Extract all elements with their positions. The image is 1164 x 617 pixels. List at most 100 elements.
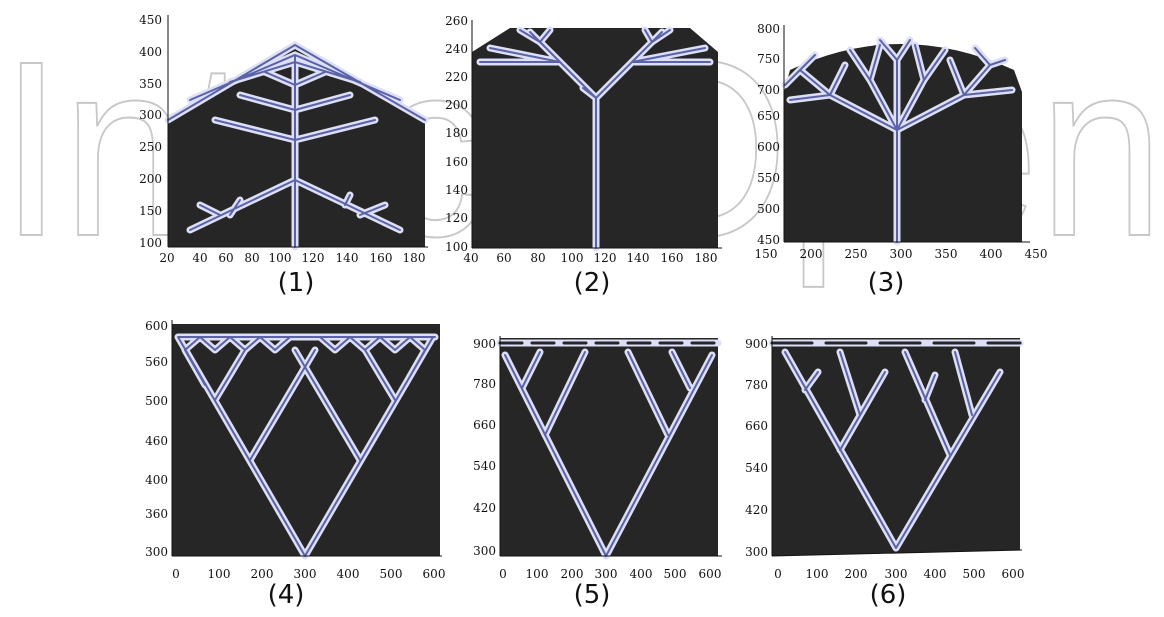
panel-1-ytick: 200: [139, 172, 162, 186]
panel-6-ytick: 660: [745, 419, 768, 433]
panel-1-ytick: 100: [139, 236, 162, 250]
panel-2-tree: [476, 26, 714, 252]
panel-5-ytick: 300: [473, 544, 496, 558]
panel-3-ytick: 500: [757, 202, 780, 216]
panel-4-ytick: 600: [145, 319, 168, 333]
panel-5-yticks: 300 420 540 660 780 900: [473, 337, 496, 558]
panel-3-caption: (3): [867, 268, 905, 298]
panel-2-caption: (2): [573, 268, 611, 298]
panel-5-caption: (5): [573, 580, 611, 610]
panel-4-xtick: 100: [208, 567, 231, 581]
panel-1-ytick: 300: [139, 108, 162, 122]
panel-3-ytick: 600: [757, 140, 780, 154]
panel-2-xtick: 80: [530, 251, 545, 265]
panel-3-xtick: 300: [890, 247, 913, 261]
panel-6-ytick: 420: [745, 503, 768, 517]
panel-5-tree: [496, 339, 722, 560]
panel-3-ytick: 700: [757, 83, 780, 97]
panel-1-xtick: 20: [159, 251, 174, 265]
panel-2-xtick: 160: [661, 251, 684, 265]
panel-1-xticks: 20 40 60 80 100 120 140 160 180: [159, 251, 425, 265]
panel-1-ytick: 350: [139, 77, 162, 91]
panel-5-ytick: 660: [473, 418, 496, 432]
panel-4-yticks: 300 360 400 460 500 560 600: [145, 319, 168, 559]
panel-6-ytick: 540: [745, 461, 768, 475]
panel-2-ytick: 160: [445, 155, 468, 169]
panel-2-yticks: 100 120 140 160 180 200 220 240 260: [445, 14, 468, 254]
panel-6-field: [772, 338, 1020, 556]
panel-1-caption: (1): [277, 268, 315, 298]
panel-6-yticks: 300 420 540 660 780 900: [745, 337, 768, 559]
panel-5-xtick: 100: [526, 567, 549, 581]
panel-1-yticks: 100 150 200 250 300 350 400 450: [139, 13, 162, 250]
panel-6-xtick: 600: [1002, 567, 1025, 581]
panel-4-tree: [174, 333, 439, 560]
panel-5-xtick: 400: [630, 567, 653, 581]
panel-4-xtick: 300: [294, 567, 317, 581]
panel-5-ytick: 900: [473, 337, 496, 351]
panel-2-ytick: 240: [445, 42, 468, 56]
panel-2-xtick: 100: [561, 251, 584, 265]
panel-4-ytick: 460: [145, 434, 168, 448]
panel-3-xtick: 250: [845, 247, 868, 261]
panel-4-xtick: 500: [380, 567, 403, 581]
panel-4-xtick: 0: [172, 567, 180, 581]
panel-3-xtick: 400: [980, 247, 1003, 261]
panel-2-ytick: 180: [445, 126, 468, 140]
panel-5-ytick: 780: [473, 377, 496, 391]
panel-3-ytick: 800: [757, 22, 780, 36]
panel-5-xtick: 500: [664, 567, 687, 581]
panel-1-ytick: 150: [139, 204, 162, 218]
panel-3-xtick: 350: [935, 247, 958, 261]
panel-1-tree: [164, 40, 429, 251]
panel-5-ytick: 540: [473, 459, 496, 473]
panel-3-ytick: 650: [757, 109, 780, 123]
panel-1-xtick: 120: [302, 251, 325, 265]
panel-5-xtick: 0: [499, 567, 507, 581]
panel-5-xticks: 0 100 200 300 400 500 600: [499, 567, 721, 581]
panel-2-ytick: 140: [445, 183, 468, 197]
panel-4-ytick: 500: [145, 394, 168, 408]
panel-2-ytick: 120: [445, 211, 468, 225]
panel-3-ytick: 550: [757, 171, 780, 185]
panel-2-xticks: 40 60 80 100 120 140 160 180: [463, 251, 717, 265]
panel-4-caption: (4): [267, 580, 305, 610]
panel-6-xtick: 200: [845, 567, 868, 581]
panel-6-x-axis: [771, 549, 1023, 557]
panel-1-xtick: 100: [269, 251, 292, 265]
panel-2-xtick: 120: [594, 251, 617, 265]
panel-6-caption: (6): [869, 580, 907, 610]
panel-3-xtick: 200: [800, 247, 823, 261]
panel-1-xtick: 80: [244, 251, 259, 265]
panel-6-ytick: 780: [745, 378, 768, 392]
panel-6-xticks: 0 100 200 300 400 500 600: [774, 567, 1024, 581]
panel-1-ytick: 250: [139, 140, 162, 154]
panel-2-xtick: 180: [695, 251, 718, 265]
panel-6-xtick: 300: [885, 567, 908, 581]
panel-2-ytick: 200: [445, 98, 468, 112]
panel-1-xtick: 140: [336, 251, 359, 265]
panel-1-xtick: 180: [403, 251, 426, 265]
panel-2-xtick: 40: [463, 251, 478, 265]
panel-6-ytick: 900: [745, 337, 768, 351]
panel-6-xtick: 400: [924, 567, 947, 581]
panel-1-ytick: 450: [139, 13, 162, 27]
panel-5-xtick: 300: [595, 567, 618, 581]
panel-3-yticks: 450 500 550 600 650 700 750 800: [757, 22, 780, 247]
panel-2-xtick: 140: [627, 251, 650, 265]
panel-3-xtick: 150: [755, 247, 778, 261]
panel-5-xtick: 600: [699, 567, 722, 581]
panel-4-ytick: 400: [145, 473, 168, 487]
panel-1-ytick: 400: [139, 45, 162, 59]
panel-3-tree: [781, 36, 1016, 246]
panel-1-xtick: 40: [192, 251, 207, 265]
panel-4-ytick: 360: [145, 507, 168, 521]
panel-4-xtick: 200: [251, 567, 274, 581]
panel-6-xtick: 0: [774, 567, 782, 581]
panel-6-tree: [768, 339, 1024, 552]
panel-2-ytick: 220: [445, 70, 468, 84]
panel-2-xtick: 60: [496, 251, 511, 265]
panel-1-xtick: 160: [370, 251, 393, 265]
